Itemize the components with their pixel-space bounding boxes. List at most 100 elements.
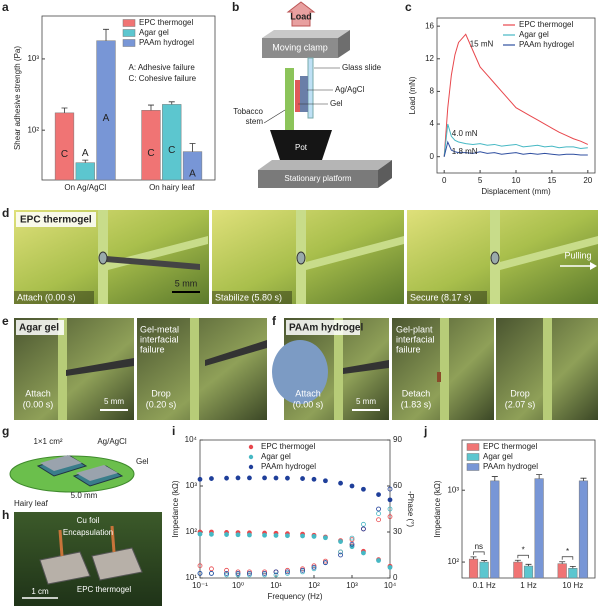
significance-bracket [517,554,529,559]
caption: (2.07 s) [505,399,536,409]
legend-swatch [122,29,136,37]
legend-label: Agar gel [139,28,169,37]
error-bar [580,477,587,481]
point [235,475,241,481]
legend-swatch [466,463,480,471]
legend-label: Agar gel [261,452,291,461]
bar [578,480,589,579]
point [197,563,203,569]
significance-label: * [522,545,525,554]
panel-label: j [423,424,427,438]
point [376,506,381,512]
y-tick-label: 10¹ [185,573,197,582]
x-tick-label: On hairy leaf [149,183,195,192]
error-bar [103,28,110,41]
point [361,486,366,492]
point [300,566,305,572]
error-bar [168,101,175,105]
point [247,475,252,481]
point [376,558,381,563]
error-bar [481,560,488,563]
point [361,526,366,532]
panel-label: f [272,314,277,328]
point [376,492,381,498]
x-tick-label: 15 [547,176,556,185]
photo-title: PAAm hydrogel [289,323,363,334]
point [273,533,279,538]
x-tick-label: 1 Hz [520,581,536,590]
legend-swatch [248,444,254,450]
point [387,506,393,512]
error-bar [491,476,498,481]
x-tick-label: 0.1 Hz [473,581,496,590]
point [235,569,241,575]
y-tick-label: 10⁴ [185,435,198,444]
y-axis-label: Impedance (kΩ) [433,480,442,537]
label: Load [290,11,312,21]
caption: Detach [402,388,431,398]
legend-label: EPC thermogel [519,20,573,29]
bar [54,112,75,181]
legend-label: EPC thermogel [261,442,315,451]
legend-swatch [466,453,480,461]
point [376,517,381,523]
panel-label: h [2,508,9,522]
x-tick-label: 10 [512,176,521,185]
point [273,572,279,578]
point [387,564,393,570]
point [197,571,203,576]
caption: (1.83 s) [401,399,432,409]
peak-label: 15 mN [470,39,494,48]
point [197,531,203,537]
point [349,483,355,489]
bar [513,561,523,579]
error-bar [470,556,477,560]
significance-label: ns [475,542,483,551]
point [311,566,317,572]
label: Ag/AgCl [97,437,127,446]
significance-bracket [473,551,485,555]
y-tick-label: 0 [430,152,435,161]
legend-label: PAAm hydrogel [139,38,194,47]
bar [523,565,534,579]
point [224,571,229,576]
legend-label: Agar gel [519,30,549,39]
caption: Stabilize (5.80 s) [215,292,282,302]
bar-letter: A [189,168,196,179]
legend-label: PAAm hydrogel [261,462,316,471]
y2-axis-label: -Phase (°) [406,491,415,527]
point [349,535,355,541]
note: C: Cohesive failure [129,74,197,83]
error-bar [559,561,566,564]
point [273,569,279,575]
y-axis-label: Shear adhesive strength (Pa) [13,46,22,150]
label: 1×1 cm² [33,437,62,446]
photo-h [14,512,162,606]
point [285,569,290,575]
peak-label: 4.0 mN [452,129,478,138]
point [285,571,290,576]
point [224,572,229,578]
error-bar [61,107,68,113]
note: failure [396,344,421,354]
legend-label: PAAm hydrogel [519,40,574,49]
point [300,567,305,573]
bar [468,558,479,579]
label: Tobacco [233,107,263,116]
legend-swatch [466,443,480,451]
panel-label: c [405,0,412,14]
point [323,535,328,541]
y-tick-label: 8 [430,87,435,96]
point [361,550,366,556]
legend-swatch [248,464,254,470]
point [235,572,241,578]
x-tick-label: 10 Hz [562,581,583,590]
caption: Attach [295,388,321,398]
note: interfacial [140,334,179,344]
panel-label: e [2,314,9,328]
point [311,476,317,482]
title-box [286,320,360,335]
label: Stationary platform [284,174,351,183]
